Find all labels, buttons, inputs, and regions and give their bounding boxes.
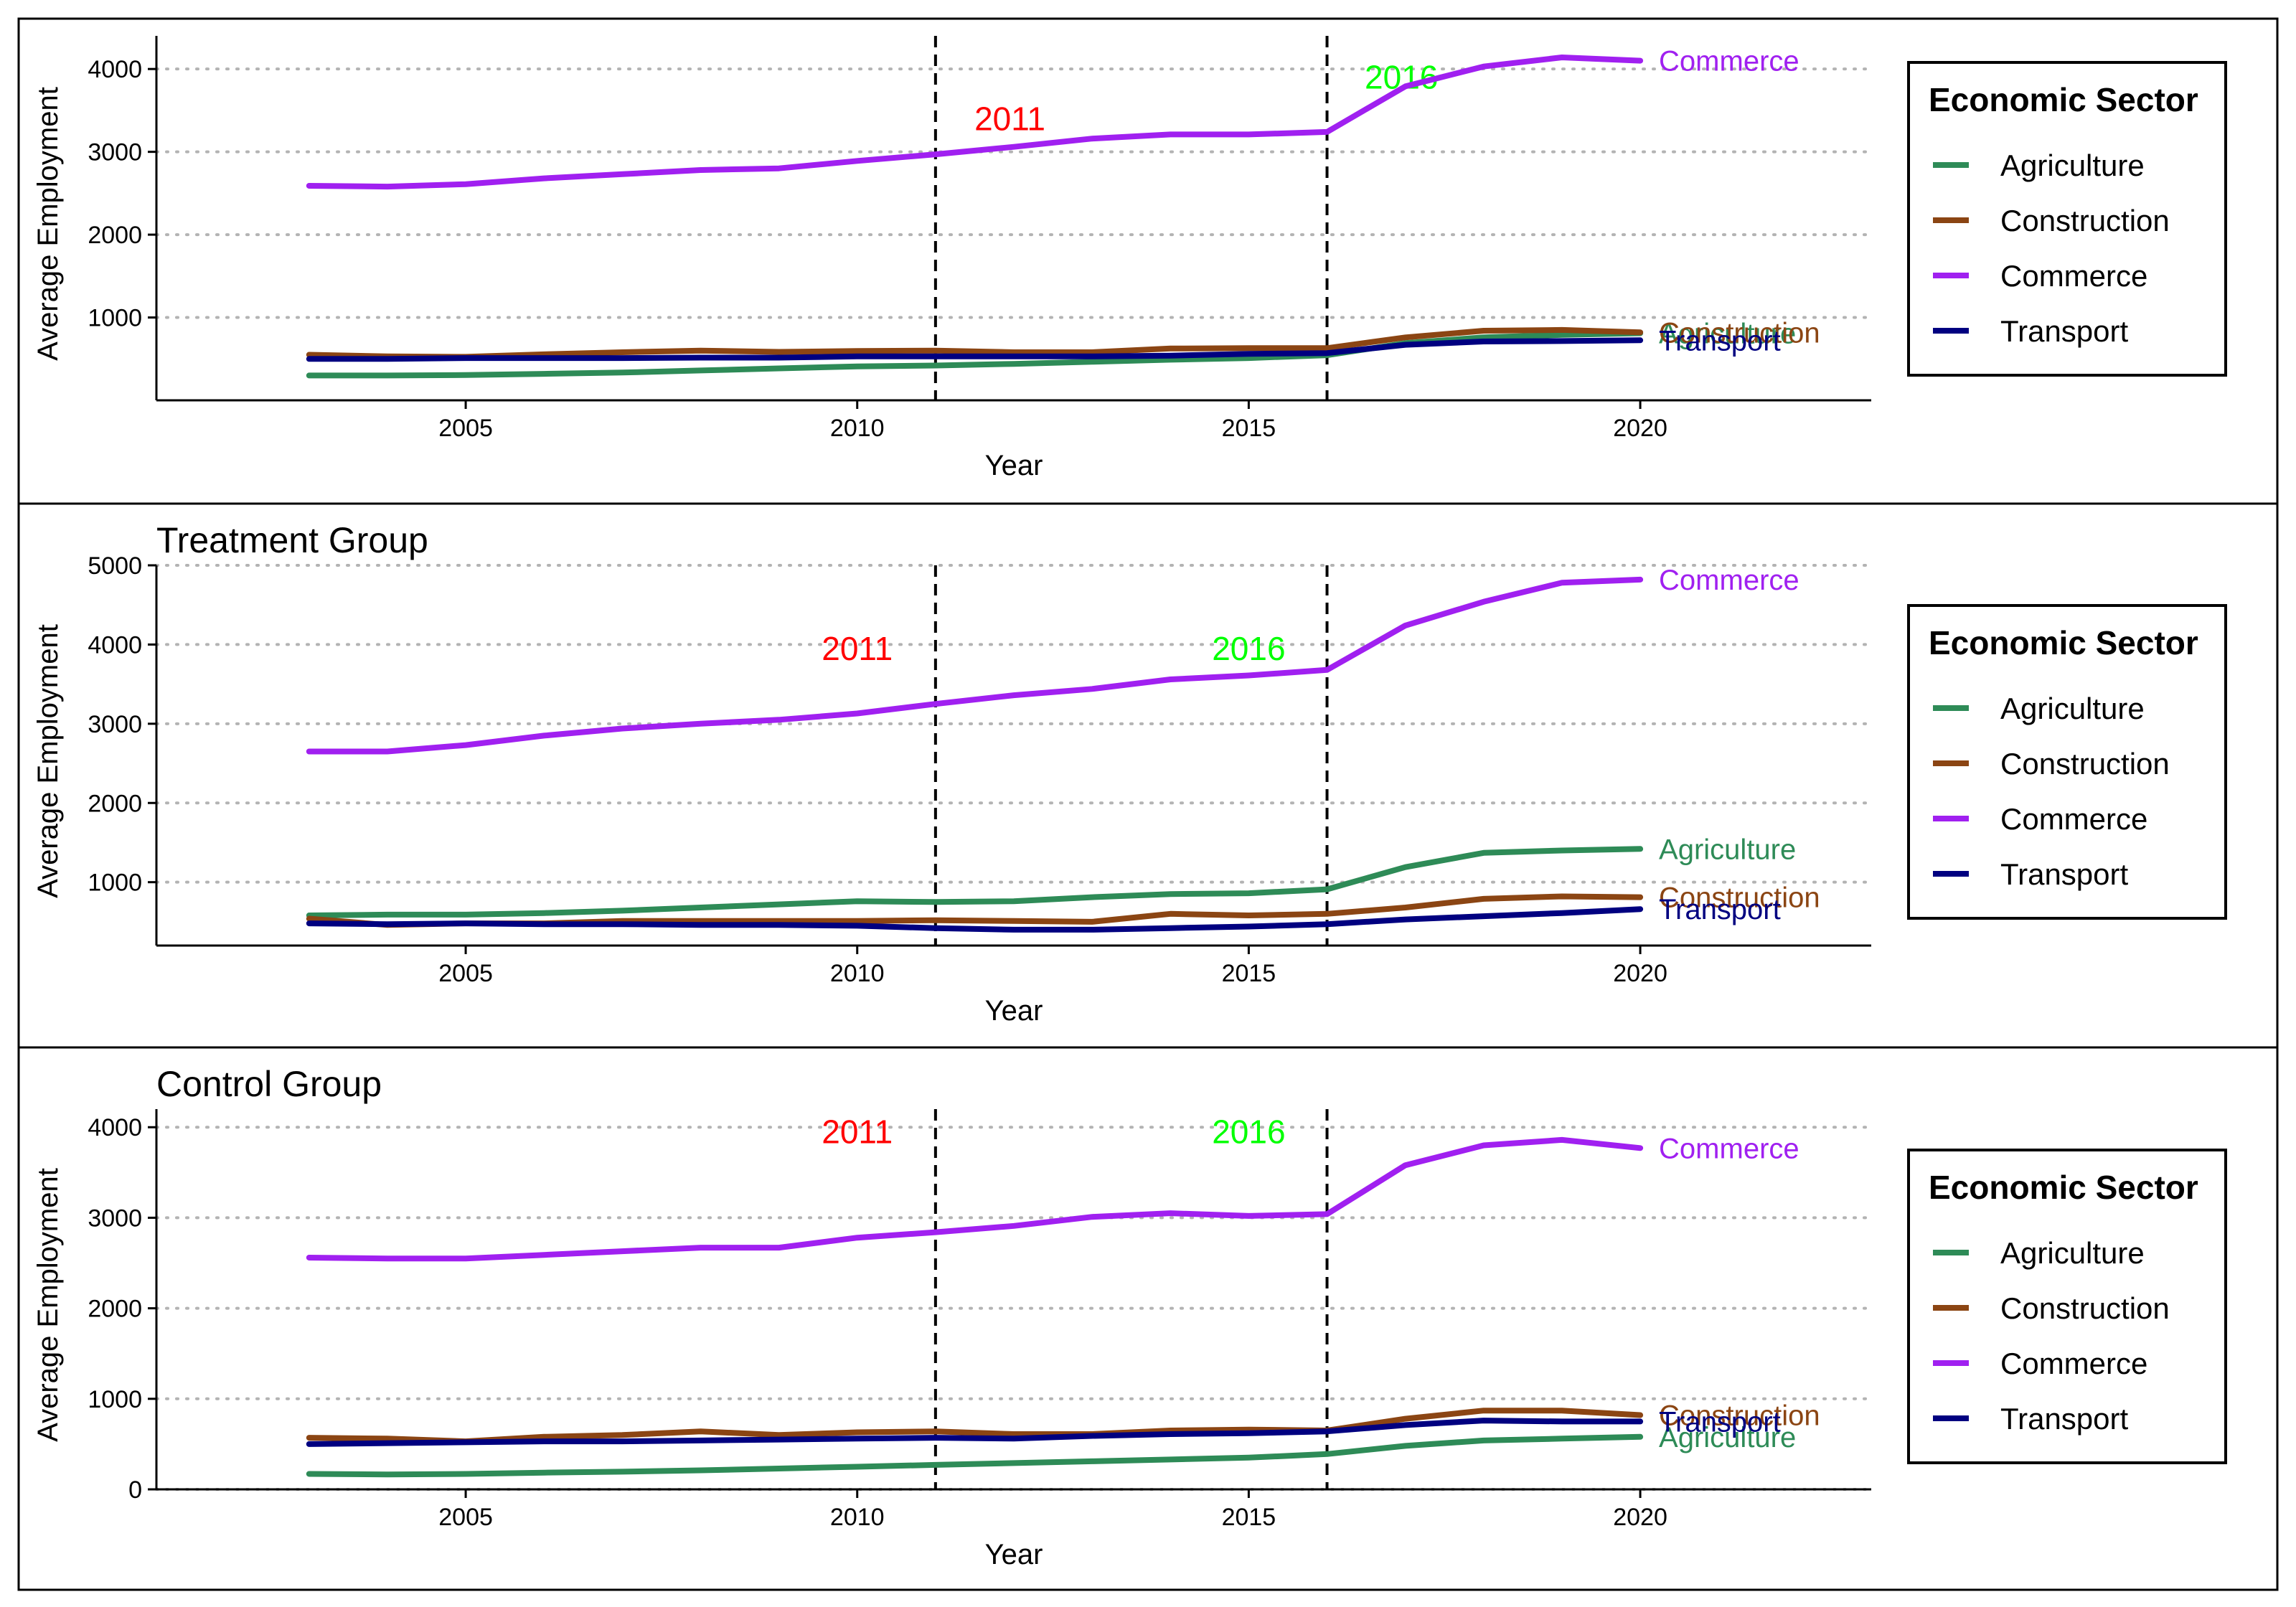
legend-title: Economic Sector: [1929, 1169, 2198, 1206]
y-tick-label: 3000: [88, 139, 142, 166]
x-axis-label: Year: [985, 450, 1043, 481]
series-end-label-construction: Construction: [1659, 317, 1820, 349]
panel-title: Treatment Group: [156, 520, 428, 560]
y-tick-label: 4000: [88, 56, 142, 83]
legend-title: Economic Sector: [1929, 81, 2198, 118]
series-end-label-transport: Transport: [1659, 894, 1781, 925]
series-line-commerce: [306, 55, 1644, 190]
x-tick-label: 2005: [438, 960, 493, 987]
legend-item-commerce: Commerce: [2000, 802, 2147, 836]
legend-item-agriculture: Agriculture: [2000, 149, 2145, 182]
legend: Economic Sector Agriculture Construction Co…: [1907, 604, 2227, 920]
series-end-label-agriculture: Agriculture: [1659, 318, 1796, 349]
legend-item-commerce: Commerce: [2000, 1347, 2147, 1380]
series-line-transport: [306, 337, 1644, 362]
panel-title: Control Group: [156, 1064, 382, 1104]
legend-item-transport: Transport: [2000, 314, 2129, 348]
legend-item-agriculture: Agriculture: [2000, 692, 2145, 725]
x-tick-label: 2010: [830, 1504, 885, 1531]
legend-item-construction: Construction: [2000, 204, 2170, 237]
panel-frame: [17, 1046, 2279, 1591]
chart-panel-3: Control Group 0 1000 2000 3000 4000 2005 2010 20…: [17, 1046, 2279, 1591]
x-tick-label: 2020: [1613, 415, 1667, 442]
legend-item-transport: Transport: [2000, 1402, 2129, 1436]
y-tick-label: 3000: [88, 1205, 142, 1232]
legend: Economic Sector Agriculture Construction Co…: [1907, 1149, 2227, 1464]
y-tick-label: 1000: [88, 305, 142, 332]
series-line-agriculture: [306, 1433, 1644, 1478]
x-tick-label: 2010: [830, 960, 885, 987]
annotation-2016: 2016: [1212, 630, 1285, 667]
legend-item-construction: Construction: [2000, 1291, 2170, 1325]
legend-item-commerce: Commerce: [2000, 259, 2147, 293]
y-tick-label: 3000: [88, 711, 142, 738]
x-tick-label: 2005: [438, 415, 493, 442]
series-line-commerce: [306, 576, 1644, 755]
y-axis-label: Average Employment: [32, 87, 64, 361]
x-tick-label: 2015: [1222, 1504, 1276, 1531]
series-end-label-agriculture: Agriculture: [1659, 1422, 1796, 1453]
series-end-label-commerce: Commerce: [1659, 46, 1799, 77]
annotation-2011: 2011: [822, 630, 893, 667]
chart-panel-1: 1000 2000 3000 4000 2005 2010 2015 2020 Year Aver…: [17, 17, 2279, 505]
y-tick-label: 1000: [88, 870, 142, 897]
series-end-label-agriculture: Agriculture: [1659, 834, 1796, 865]
y-axis-label: Average Employment: [32, 624, 64, 898]
x-tick-label: 2010: [830, 415, 885, 442]
y-tick-label: 4000: [88, 1114, 142, 1141]
x-tick-label: 2020: [1613, 1504, 1667, 1531]
series-end-label-commerce: Commerce: [1659, 1133, 1799, 1164]
y-tick-label: 5000: [88, 552, 142, 580]
annotation-2011: 2011: [822, 1113, 893, 1151]
legend: Economic Sector Agriculture Construction Co…: [1907, 61, 2227, 377]
x-tick-label: 2015: [1222, 415, 1276, 442]
series-end-label-construction: Construction: [1659, 882, 1820, 914]
x-tick-label: 2005: [438, 1504, 493, 1531]
y-axis-label: Average Employment: [32, 1168, 64, 1442]
x-tick-label: 2020: [1613, 960, 1667, 987]
series-end-label-commerce: Commerce: [1659, 565, 1799, 596]
y-tick-label: 2000: [88, 222, 142, 249]
series-end-label-transport: Transport: [1659, 1406, 1781, 1438]
legend-title: Economic Sector: [1929, 624, 2198, 661]
series-end-label-transport: Transport: [1659, 325, 1781, 357]
y-tick-label: 1000: [88, 1386, 142, 1413]
y-tick-label: 2000: [88, 1296, 142, 1323]
annotation-2011: 2011: [974, 100, 1045, 137]
series-line-commerce: [306, 1136, 1644, 1262]
legend-item-construction: Construction: [2000, 747, 2170, 781]
series-line-agriculture: [306, 846, 1644, 918]
y-tick-label: 2000: [88, 790, 142, 817]
series-end-label-construction: Construction: [1659, 1400, 1820, 1432]
annotation-2016: 2016: [1212, 1113, 1285, 1151]
series-line-transport: [306, 906, 1644, 933]
series-line-construction: [306, 326, 1644, 360]
series-line-construction: [306, 1408, 1644, 1445]
y-tick-label: 0: [128, 1476, 142, 1504]
x-axis-label: Year: [985, 1539, 1043, 1570]
legend-item-agriculture: Agriculture: [2000, 1236, 2145, 1270]
x-tick-label: 2015: [1222, 960, 1276, 987]
legend-item-transport: Transport: [2000, 857, 2129, 891]
x-axis-label: Year: [985, 995, 1043, 1027]
series-line-transport: [306, 1418, 1644, 1447]
y-tick-label: 4000: [88, 631, 142, 659]
